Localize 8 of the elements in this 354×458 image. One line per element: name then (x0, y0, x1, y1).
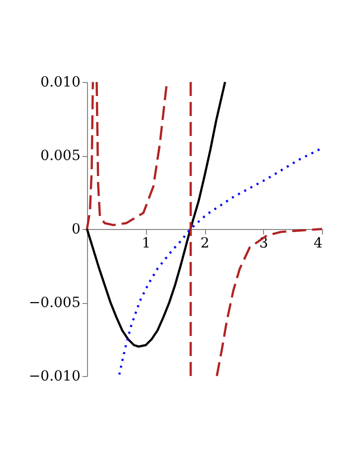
x-tick-label: 4 (314, 236, 323, 252)
x-tick-label: 2 (200, 236, 210, 252)
y-tick-label: −0.010 (28, 368, 80, 384)
y-tick-label: 0.005 (40, 148, 80, 164)
x-tick-label: 1 (142, 236, 151, 252)
y-tick-label: 0 (72, 222, 80, 238)
y-tick-label: −0.005 (28, 295, 80, 311)
y-tick-label: 0.010 (40, 74, 80, 90)
